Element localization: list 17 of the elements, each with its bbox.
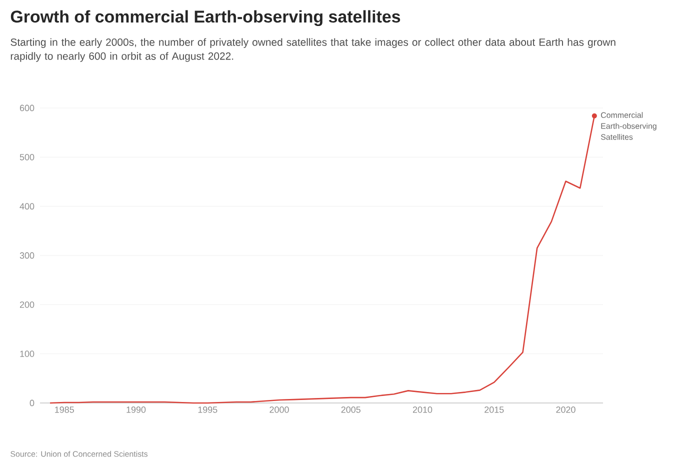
x-tick-label: 2015 xyxy=(484,406,504,413)
y-tick-label: 400 xyxy=(20,203,34,210)
y-tick-label: 500 xyxy=(20,154,34,160)
y-tick-label: 0 xyxy=(30,400,34,406)
chart-subtitle: Starting in the early 2000s, the number of privately owned satellites that take images or collect other data about Earth has grown rapidly to nearly 600 in orbit as of August 2022. xyxy=(10,38,616,62)
chart-title: Growth of commercial Earth-observing satellites xyxy=(10,10,400,26)
y-tick-label: 200 xyxy=(20,301,34,308)
y-tick-label: 300 xyxy=(20,252,34,259)
x-tick-label: 1985 xyxy=(55,406,74,413)
x-tick-label: 2010 xyxy=(412,406,432,413)
x-tick-label: 2020 xyxy=(556,406,576,413)
y-tick-label: 600 xyxy=(20,104,34,112)
x-tick-label: 1995 xyxy=(198,406,218,413)
x-tick-label: 1990 xyxy=(126,406,146,413)
y-tick-label: 100 xyxy=(20,350,34,357)
x-tick-label: 2005 xyxy=(341,406,360,413)
x-tick-label: 2000 xyxy=(270,406,289,413)
